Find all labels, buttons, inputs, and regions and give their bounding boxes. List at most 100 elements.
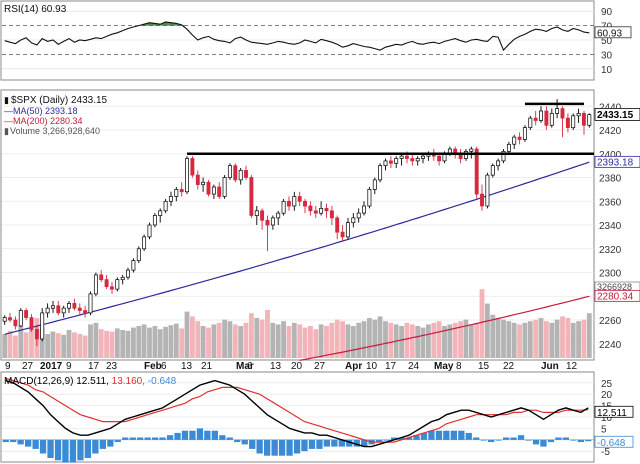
candle-body bbox=[238, 170, 243, 181]
candle bbox=[195, 170, 200, 190]
candle bbox=[292, 191, 297, 211]
candle bbox=[270, 215, 275, 230]
volume-bar bbox=[23, 332, 29, 358]
volume-bar bbox=[141, 324, 147, 358]
volume-bar bbox=[544, 321, 549, 358]
candle-body bbox=[61, 307, 66, 314]
candle-body bbox=[345, 222, 350, 238]
macd-hist-bar bbox=[420, 432, 428, 440]
price-axis-tick: 2320 bbox=[599, 245, 622, 256]
x-axis-label: Feb bbox=[144, 361, 162, 372]
macd-axis-tick: 10 bbox=[601, 413, 613, 424]
candle-body bbox=[147, 224, 152, 238]
x-axis-label: 15 bbox=[478, 361, 490, 372]
volume-bar bbox=[72, 332, 77, 358]
candle bbox=[308, 201, 313, 216]
rsi-axis-tick: 90 bbox=[601, 7, 613, 18]
volume-bar bbox=[18, 326, 24, 358]
macd-hist-bar bbox=[114, 439, 121, 443]
volume-bar bbox=[554, 319, 560, 358]
candle-body bbox=[270, 217, 275, 226]
x-axis-label: 10 bbox=[366, 361, 378, 372]
ma200-legend-dash: — bbox=[4, 116, 13, 126]
x-axis-label: 12 bbox=[566, 361, 578, 372]
macd-hist-bar bbox=[278, 439, 286, 456]
candle bbox=[254, 206, 259, 225]
volume-bar bbox=[388, 322, 394, 358]
candle bbox=[297, 191, 302, 206]
candle-body bbox=[581, 113, 586, 126]
candle-body bbox=[522, 127, 527, 140]
candle bbox=[29, 314, 34, 332]
volume-bar bbox=[334, 319, 340, 358]
last-price-badge: 2433.15 bbox=[594, 107, 640, 121]
candle bbox=[506, 141, 511, 154]
x-axis-label: 13 bbox=[181, 361, 193, 372]
ma200-line bbox=[299, 295, 590, 361]
volume-bar bbox=[157, 329, 163, 358]
volume-bar bbox=[442, 326, 447, 358]
candle-body bbox=[29, 317, 34, 330]
x-axis-label: Mar bbox=[236, 361, 254, 372]
candle bbox=[147, 222, 152, 240]
macd-value-badge: 12.511 bbox=[594, 405, 634, 419]
x-axis-label: 27 bbox=[22, 361, 34, 372]
candle bbox=[581, 111, 586, 135]
candle-body bbox=[93, 274, 98, 295]
candle-body bbox=[286, 200, 291, 207]
candle bbox=[8, 312, 12, 323]
candle-body bbox=[303, 200, 307, 207]
macd-hist-bar bbox=[137, 437, 144, 440]
rsi-value-text: 60.93 bbox=[597, 28, 622, 39]
candle-body bbox=[131, 260, 136, 271]
svg-text:—MA(200) 2280.34: —MA(200) 2280.34 bbox=[4, 116, 83, 126]
candle-body bbox=[404, 155, 409, 159]
candle-body bbox=[378, 165, 383, 181]
rsi-axis-tick: 50 bbox=[601, 36, 613, 47]
candle bbox=[394, 156, 399, 168]
candle bbox=[104, 274, 109, 290]
macd-hist-bar bbox=[166, 435, 174, 440]
macd-hist-bar bbox=[181, 430, 189, 440]
macd-signal-label: 13.160, bbox=[109, 376, 145, 387]
macd-hist-bar bbox=[152, 437, 159, 440]
volume-bar bbox=[45, 334, 50, 358]
candle bbox=[496, 158, 501, 171]
candle bbox=[201, 177, 206, 192]
x-axis-label: 9 bbox=[66, 361, 72, 372]
candle bbox=[480, 184, 484, 211]
macd-hist-bar bbox=[226, 437, 233, 440]
ma200-badge-text: 2280.34 bbox=[597, 291, 634, 302]
candle bbox=[109, 282, 114, 294]
candle bbox=[131, 258, 136, 273]
candle bbox=[13, 316, 18, 330]
macd-hist-bar bbox=[570, 439, 577, 441]
candle bbox=[512, 134, 517, 149]
macd-hist-bar bbox=[39, 439, 47, 454]
macd-hist-bar bbox=[585, 439, 592, 442]
candle bbox=[319, 201, 324, 216]
macd-label: MACD(12,26,9) 12.511, bbox=[4, 376, 109, 387]
candle-body bbox=[179, 189, 184, 193]
volume-bar bbox=[383, 321, 388, 358]
macd-hist-bar bbox=[189, 430, 196, 440]
last-price-text: 2433.15 bbox=[597, 110, 634, 121]
volume-bar bbox=[147, 327, 152, 358]
candle bbox=[329, 206, 334, 225]
x-axis-label: Apr bbox=[345, 361, 362, 372]
macd-hist-bar bbox=[234, 439, 241, 443]
volume-bar bbox=[179, 328, 185, 358]
candle-body bbox=[281, 200, 286, 214]
candle bbox=[83, 305, 88, 318]
volume-badge-text: 3266928 bbox=[597, 282, 632, 292]
volume-bar bbox=[88, 324, 93, 358]
candle bbox=[421, 153, 425, 164]
rsi-axis-tick: 10 bbox=[601, 65, 613, 76]
candle bbox=[120, 274, 125, 285]
candle bbox=[238, 168, 243, 185]
volume-bar bbox=[61, 334, 67, 358]
candle-body bbox=[292, 196, 297, 207]
candle bbox=[244, 165, 248, 180]
candle-body bbox=[555, 108, 560, 114]
macd-hist-bar bbox=[32, 439, 39, 449]
